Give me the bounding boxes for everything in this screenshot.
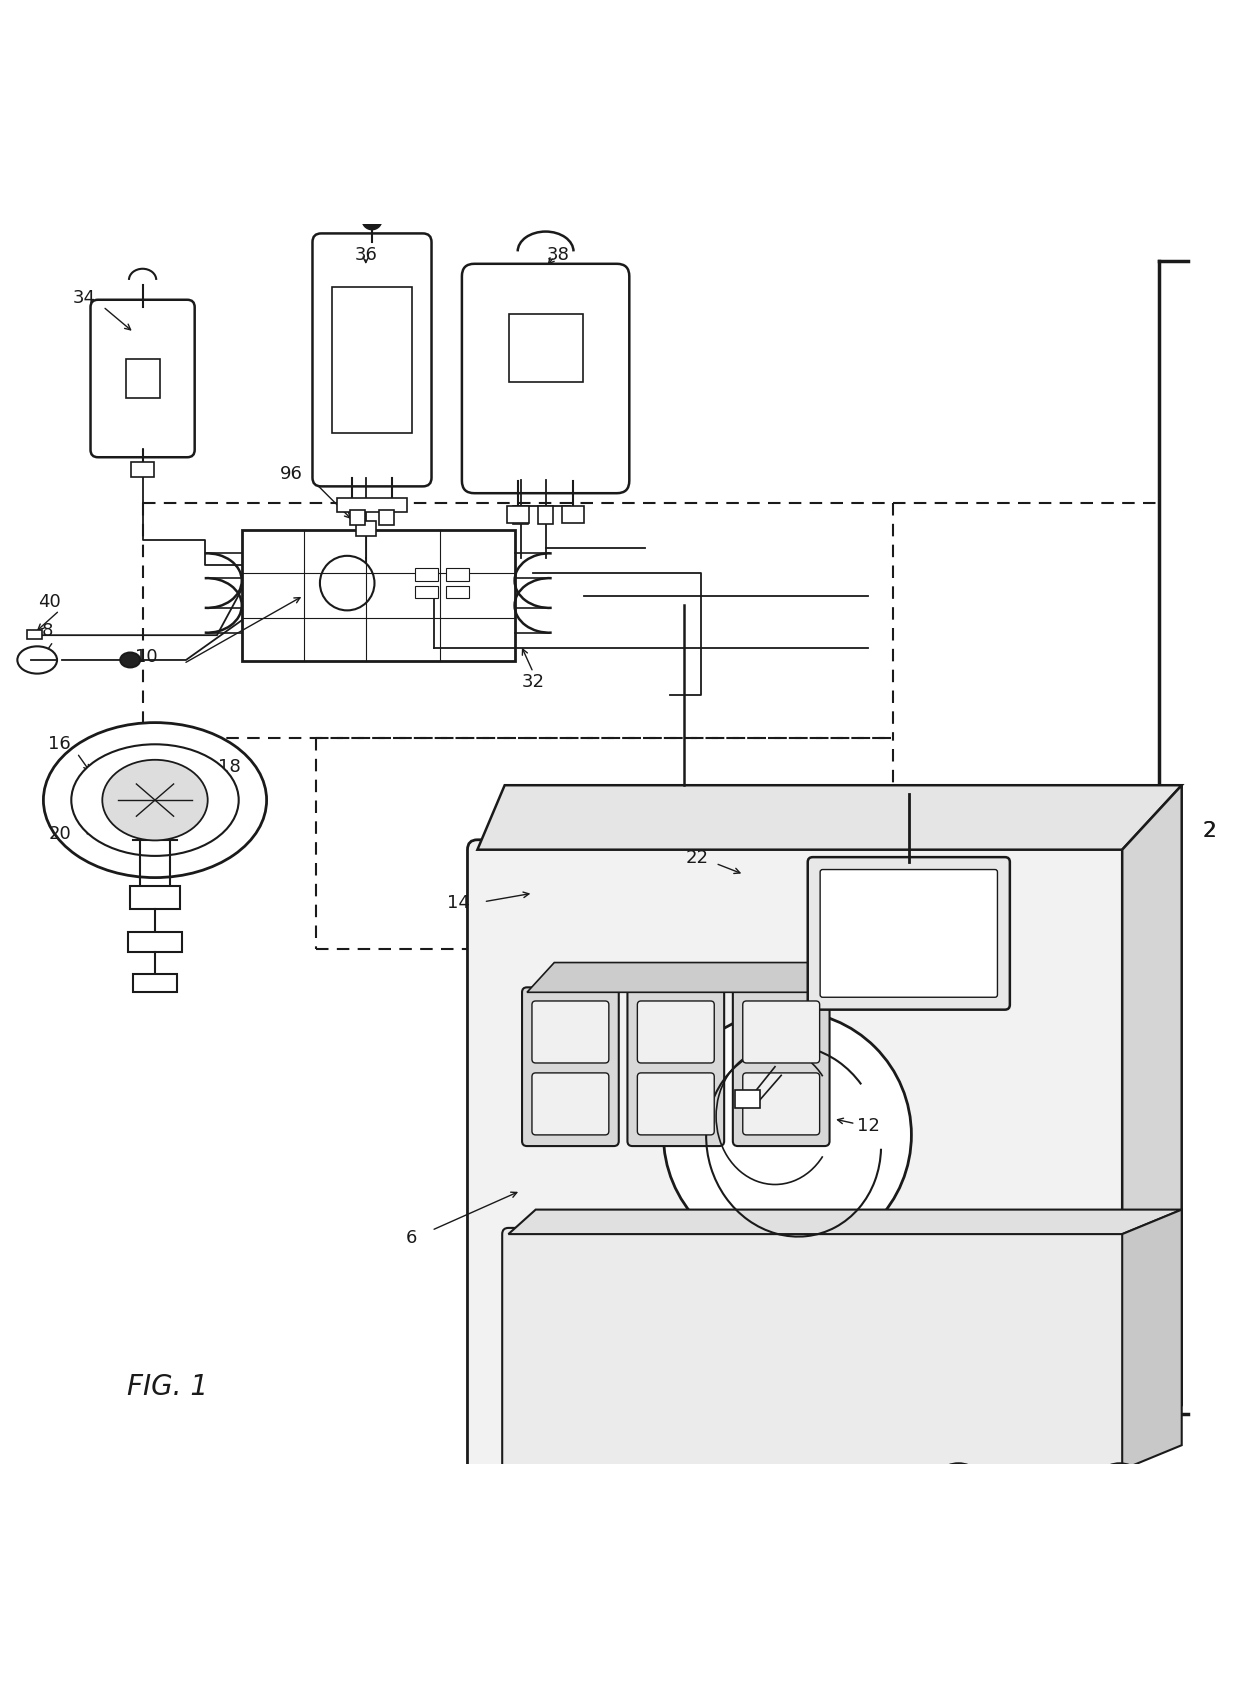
- FancyBboxPatch shape: [627, 987, 724, 1145]
- FancyBboxPatch shape: [733, 987, 830, 1145]
- Text: 14: 14: [448, 894, 470, 913]
- Bar: [415, 585, 438, 597]
- Bar: [131, 462, 154, 477]
- Polygon shape: [508, 1210, 1182, 1235]
- Bar: [242, 530, 515, 661]
- Bar: [415, 569, 438, 580]
- Bar: [508, 314, 583, 381]
- FancyBboxPatch shape: [637, 1073, 714, 1135]
- Bar: [446, 585, 469, 597]
- Bar: [128, 933, 182, 951]
- Text: 2: 2: [1203, 822, 1215, 842]
- Text: 6: 6: [405, 1228, 418, 1247]
- Circle shape: [320, 555, 374, 611]
- Circle shape: [517, 1473, 587, 1542]
- Bar: [27, 631, 42, 639]
- FancyBboxPatch shape: [637, 1000, 714, 1063]
- Circle shape: [732, 1488, 769, 1525]
- Polygon shape: [1122, 1210, 1182, 1469]
- Text: 36: 36: [355, 246, 377, 263]
- Text: 22: 22: [686, 849, 708, 867]
- Circle shape: [931, 1464, 986, 1518]
- Circle shape: [533, 1488, 570, 1525]
- Text: 38: 38: [547, 246, 569, 263]
- Bar: [507, 506, 529, 523]
- Bar: [379, 509, 394, 525]
- Circle shape: [831, 1488, 868, 1525]
- Text: 2: 2: [1202, 822, 1216, 842]
- FancyBboxPatch shape: [91, 300, 195, 457]
- Text: 34: 34: [73, 288, 95, 307]
- Text: 32: 32: [522, 673, 544, 692]
- FancyBboxPatch shape: [820, 869, 997, 997]
- Bar: [446, 569, 469, 580]
- Ellipse shape: [120, 653, 140, 668]
- FancyBboxPatch shape: [743, 1000, 820, 1063]
- Circle shape: [362, 209, 382, 229]
- Polygon shape: [1122, 784, 1182, 1469]
- Text: 40: 40: [38, 592, 61, 611]
- FancyBboxPatch shape: [312, 233, 432, 486]
- Circle shape: [1004, 1488, 1042, 1525]
- Ellipse shape: [102, 759, 207, 840]
- FancyBboxPatch shape: [461, 263, 630, 493]
- Bar: [562, 506, 584, 523]
- Circle shape: [715, 1473, 785, 1542]
- Bar: [513, 506, 528, 523]
- Bar: [356, 521, 376, 536]
- Bar: [538, 506, 553, 523]
- Text: 96: 96: [280, 466, 303, 482]
- Ellipse shape: [17, 646, 57, 673]
- Text: 20: 20: [48, 825, 71, 842]
- FancyBboxPatch shape: [532, 1000, 609, 1063]
- Circle shape: [815, 1473, 884, 1542]
- FancyBboxPatch shape: [807, 857, 1009, 1009]
- Bar: [735, 1090, 760, 1108]
- Bar: [337, 498, 407, 513]
- FancyBboxPatch shape: [467, 840, 1132, 1479]
- FancyBboxPatch shape: [522, 987, 619, 1145]
- Polygon shape: [527, 963, 852, 992]
- FancyBboxPatch shape: [532, 1073, 609, 1135]
- Bar: [133, 975, 177, 992]
- Text: 12: 12: [857, 1117, 879, 1135]
- Text: 8: 8: [41, 623, 53, 641]
- FancyBboxPatch shape: [743, 1073, 820, 1135]
- FancyBboxPatch shape: [502, 1228, 1128, 1476]
- Text: 10: 10: [135, 648, 157, 666]
- Bar: [332, 287, 412, 434]
- Ellipse shape: [43, 722, 267, 877]
- Bar: [125, 359, 160, 398]
- Text: FIG. 1: FIG. 1: [126, 1373, 208, 1400]
- Polygon shape: [477, 784, 1182, 850]
- Ellipse shape: [71, 744, 238, 855]
- Circle shape: [1092, 1464, 1147, 1518]
- Circle shape: [988, 1473, 1058, 1542]
- Bar: [130, 886, 180, 909]
- Text: 18: 18: [218, 757, 241, 776]
- Bar: [350, 509, 365, 525]
- Circle shape: [663, 1011, 911, 1259]
- Text: 16: 16: [48, 736, 71, 754]
